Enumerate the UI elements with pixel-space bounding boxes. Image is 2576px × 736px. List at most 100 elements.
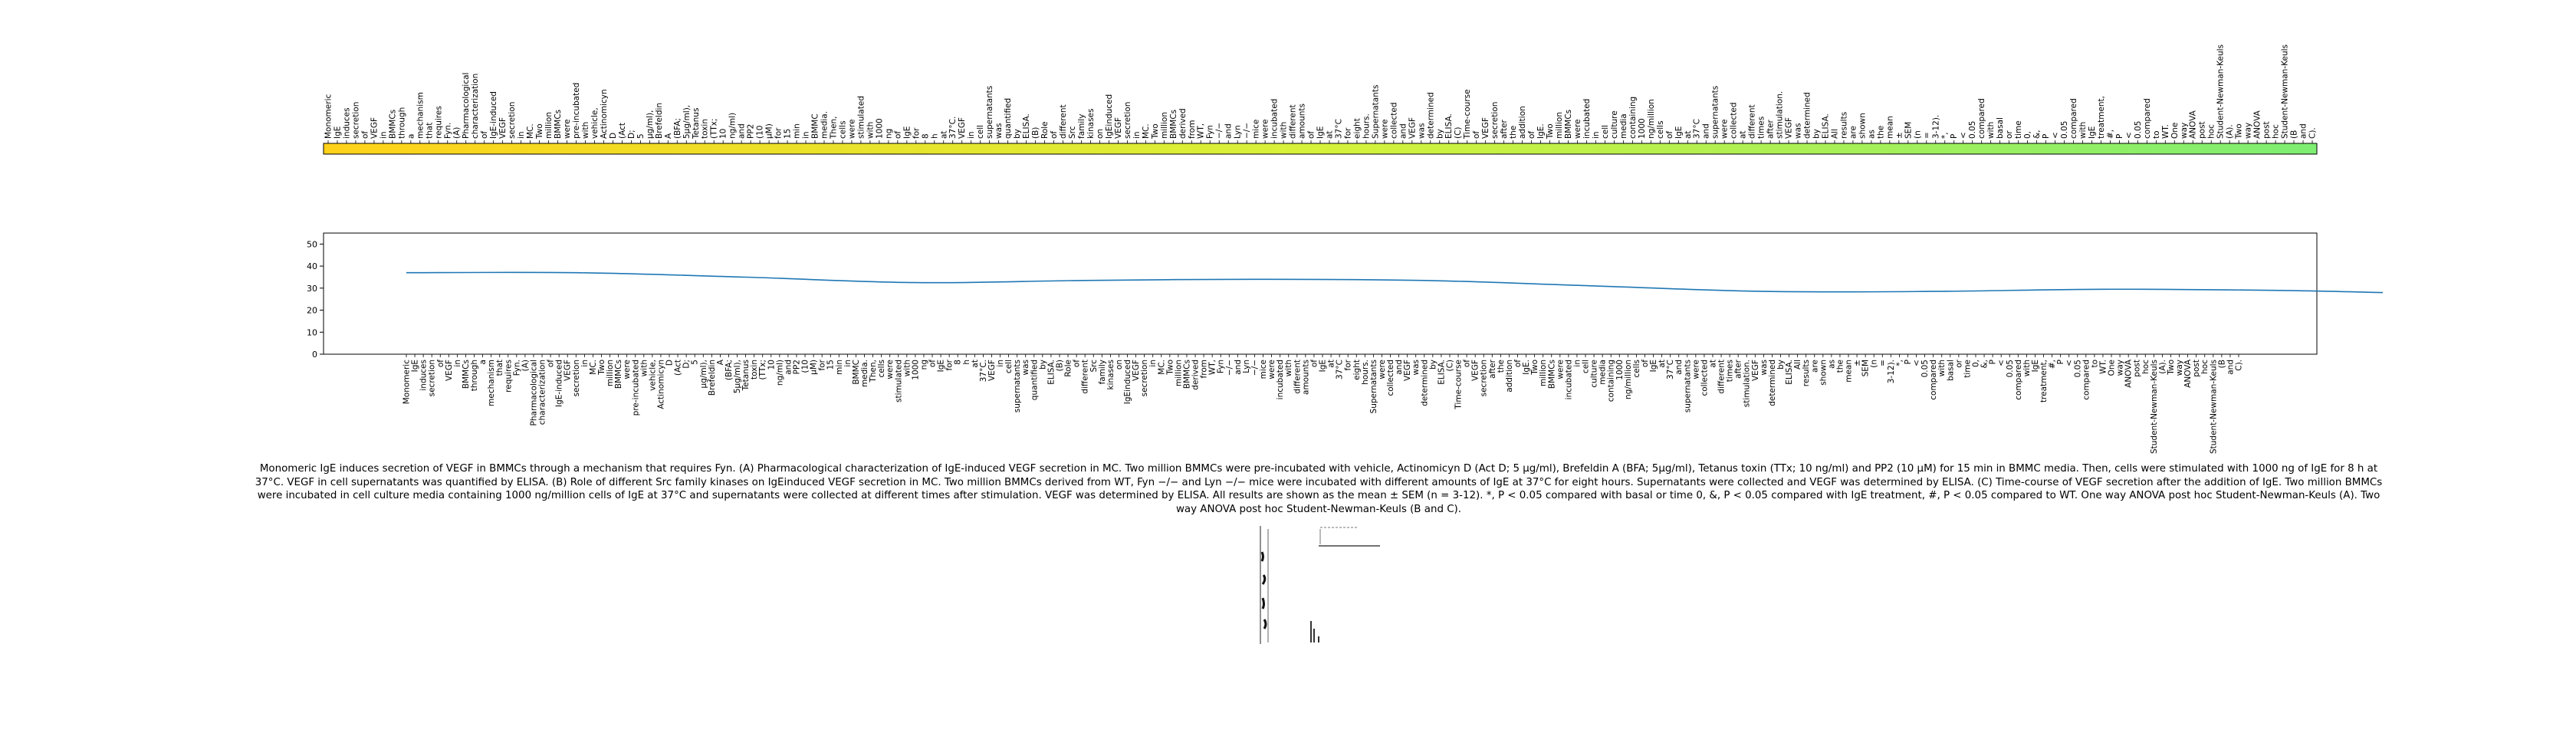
x-tick-label: toxin xyxy=(750,360,759,380)
x-tick-label: are xyxy=(1810,360,1819,373)
heatmap-word-label: was xyxy=(1794,123,1803,140)
x-tick-label: cells xyxy=(1632,360,1641,378)
x-tick-label: 0.05 xyxy=(1921,360,1930,377)
x-tick-label: were xyxy=(1378,360,1387,380)
x-tick-label: 5 xyxy=(691,360,700,365)
x-tick-label: cells xyxy=(877,360,886,378)
heatmap-word-label: determined xyxy=(1803,92,1812,139)
x-tick-label: and xyxy=(784,360,793,375)
x-tick-label: with xyxy=(1284,360,1293,376)
heatmap-word-label: that xyxy=(425,123,434,139)
x-tick-label: secretion xyxy=(572,360,581,396)
x-tick-label: in xyxy=(1572,360,1582,367)
heatmap-word-label: Supernatants xyxy=(1371,85,1380,139)
x-tick-label: 0.05 xyxy=(2006,360,2015,377)
x-tick-label: eight xyxy=(1352,360,1362,380)
heatmap-word-label: to xyxy=(2152,130,2161,139)
heatmap-word-label: requires xyxy=(434,106,443,139)
heatmap-word-label: Two xyxy=(1151,123,1160,140)
heatmap-word-label: compared xyxy=(1977,98,1986,139)
heatmap-word-label: different xyxy=(1059,104,1068,139)
heatmap-word-label: for xyxy=(774,127,784,139)
heatmap-word-label: One xyxy=(2170,123,2180,139)
x-tick-label: of xyxy=(1513,360,1523,367)
x-tick-label: 3-12). xyxy=(1887,360,1896,383)
heatmap-word-label: way xyxy=(2180,123,2189,139)
x-tick-label: Then, xyxy=(869,360,878,383)
heatmap-word-label: time xyxy=(2014,120,2023,139)
heatmap-word-label: results xyxy=(1839,112,1848,139)
x-tick-label: with xyxy=(639,360,649,376)
heatmap-word-label: Brefeldin xyxy=(655,103,664,139)
x-tick-label: secretion xyxy=(428,360,437,396)
heatmap-word-label: VEGF xyxy=(498,117,508,139)
heatmap-word-label: compared xyxy=(2143,98,2152,139)
heatmap-word-label: addition xyxy=(1518,106,1527,139)
x-tick-label: Src xyxy=(1089,360,1099,373)
x-tick-label: ELISA. xyxy=(1046,360,1056,385)
x-tick-label: were xyxy=(1691,360,1700,380)
x-tick-label: ELISA. xyxy=(1785,360,1794,385)
heatmap-word-label: BMMCs xyxy=(1169,110,1178,139)
heatmap-word-label: (A) xyxy=(452,127,462,139)
x-tick-label: or xyxy=(1954,359,1963,367)
heatmap-word-label: Two xyxy=(1546,123,1555,140)
heatmap-word-label: Role xyxy=(1040,121,1050,139)
heatmap-word-label: million xyxy=(544,112,554,139)
x-tick-label: IgE xyxy=(937,360,946,372)
heatmap-word-label: of xyxy=(1527,131,1536,139)
x-tick-label: &, xyxy=(1980,360,1990,369)
heatmap-word-label: hoc xyxy=(2207,124,2216,139)
heatmap-word-label: −/− xyxy=(1215,123,1224,139)
heatmap-word-label: P xyxy=(2115,134,2124,139)
y-tick-label: 0 xyxy=(312,350,317,360)
heatmap-word-label: containing xyxy=(1628,97,1638,139)
heatmap-word-label: (TTx; xyxy=(710,119,719,140)
heatmap-word-label: with xyxy=(866,122,875,139)
x-tick-label: < xyxy=(1997,360,2006,366)
heatmap-word-label: a xyxy=(406,134,416,139)
x-tick-label: μM) xyxy=(810,360,819,375)
x-tick-label: Two xyxy=(1530,360,1539,376)
x-tick-label: VEGF xyxy=(564,360,573,381)
x-tick-label: a xyxy=(478,360,488,364)
x-tick-label: culture xyxy=(1590,360,1599,388)
x-tick-label: million xyxy=(606,360,615,386)
y-tick-label: 20 xyxy=(307,306,317,316)
x-tick-label: determined xyxy=(1420,360,1429,406)
x-tick-label: that xyxy=(495,360,504,376)
x-tick-label: incubated xyxy=(1564,360,1573,399)
x-tick-label: the xyxy=(1835,360,1845,373)
heatmap-word-label: incubated xyxy=(1270,99,1280,139)
heatmap-word-label: collected xyxy=(1389,102,1398,139)
heatmap-word-label: P xyxy=(2042,134,2051,139)
x-tick-label: million xyxy=(1174,360,1183,386)
x-tick-label: in xyxy=(580,360,590,367)
heatmap-word-label: 10 xyxy=(719,129,728,139)
heatmap-word-label: ng xyxy=(884,129,893,139)
x-tick-label: stimulation. xyxy=(1743,360,1752,407)
heatmap-word-label: 8 xyxy=(921,133,930,139)
heatmap-word-label: stimulated xyxy=(856,96,866,139)
heatmap-word-label: IgE xyxy=(333,127,342,139)
heatmap-word-label: BMMC xyxy=(811,113,820,139)
heatmap-word-label: (C) xyxy=(1454,127,1463,139)
heatmap-word-label: were xyxy=(1720,119,1730,139)
heatmap-word-label: quantified xyxy=(1004,98,1013,139)
heatmap-panel: Monomeric IgE induces secretion of VEGF in BMMC… xyxy=(323,44,2318,155)
heatmap-word-label: were xyxy=(847,119,856,139)
heatmap-word-label: incubated xyxy=(1582,99,1592,139)
x-tick-label: 1000 xyxy=(911,360,920,380)
x-tick-label: Two xyxy=(1165,360,1175,376)
x-tick-label: WT. xyxy=(2098,360,2108,374)
x-tick-label: h xyxy=(962,360,971,365)
heatmap-word-label: in xyxy=(379,131,388,139)
heatmap-word-label: 5 xyxy=(636,133,646,139)
heatmap-word-label: toxin xyxy=(701,119,710,139)
x-tick-label: were xyxy=(623,360,632,380)
heatmap-word-label: ANOVA xyxy=(2253,110,2262,139)
heatmap-word-label: derived xyxy=(1178,108,1188,139)
heatmap-word-label: IgE. xyxy=(1536,123,1546,139)
x-tick-label: Tetanus xyxy=(741,360,751,391)
